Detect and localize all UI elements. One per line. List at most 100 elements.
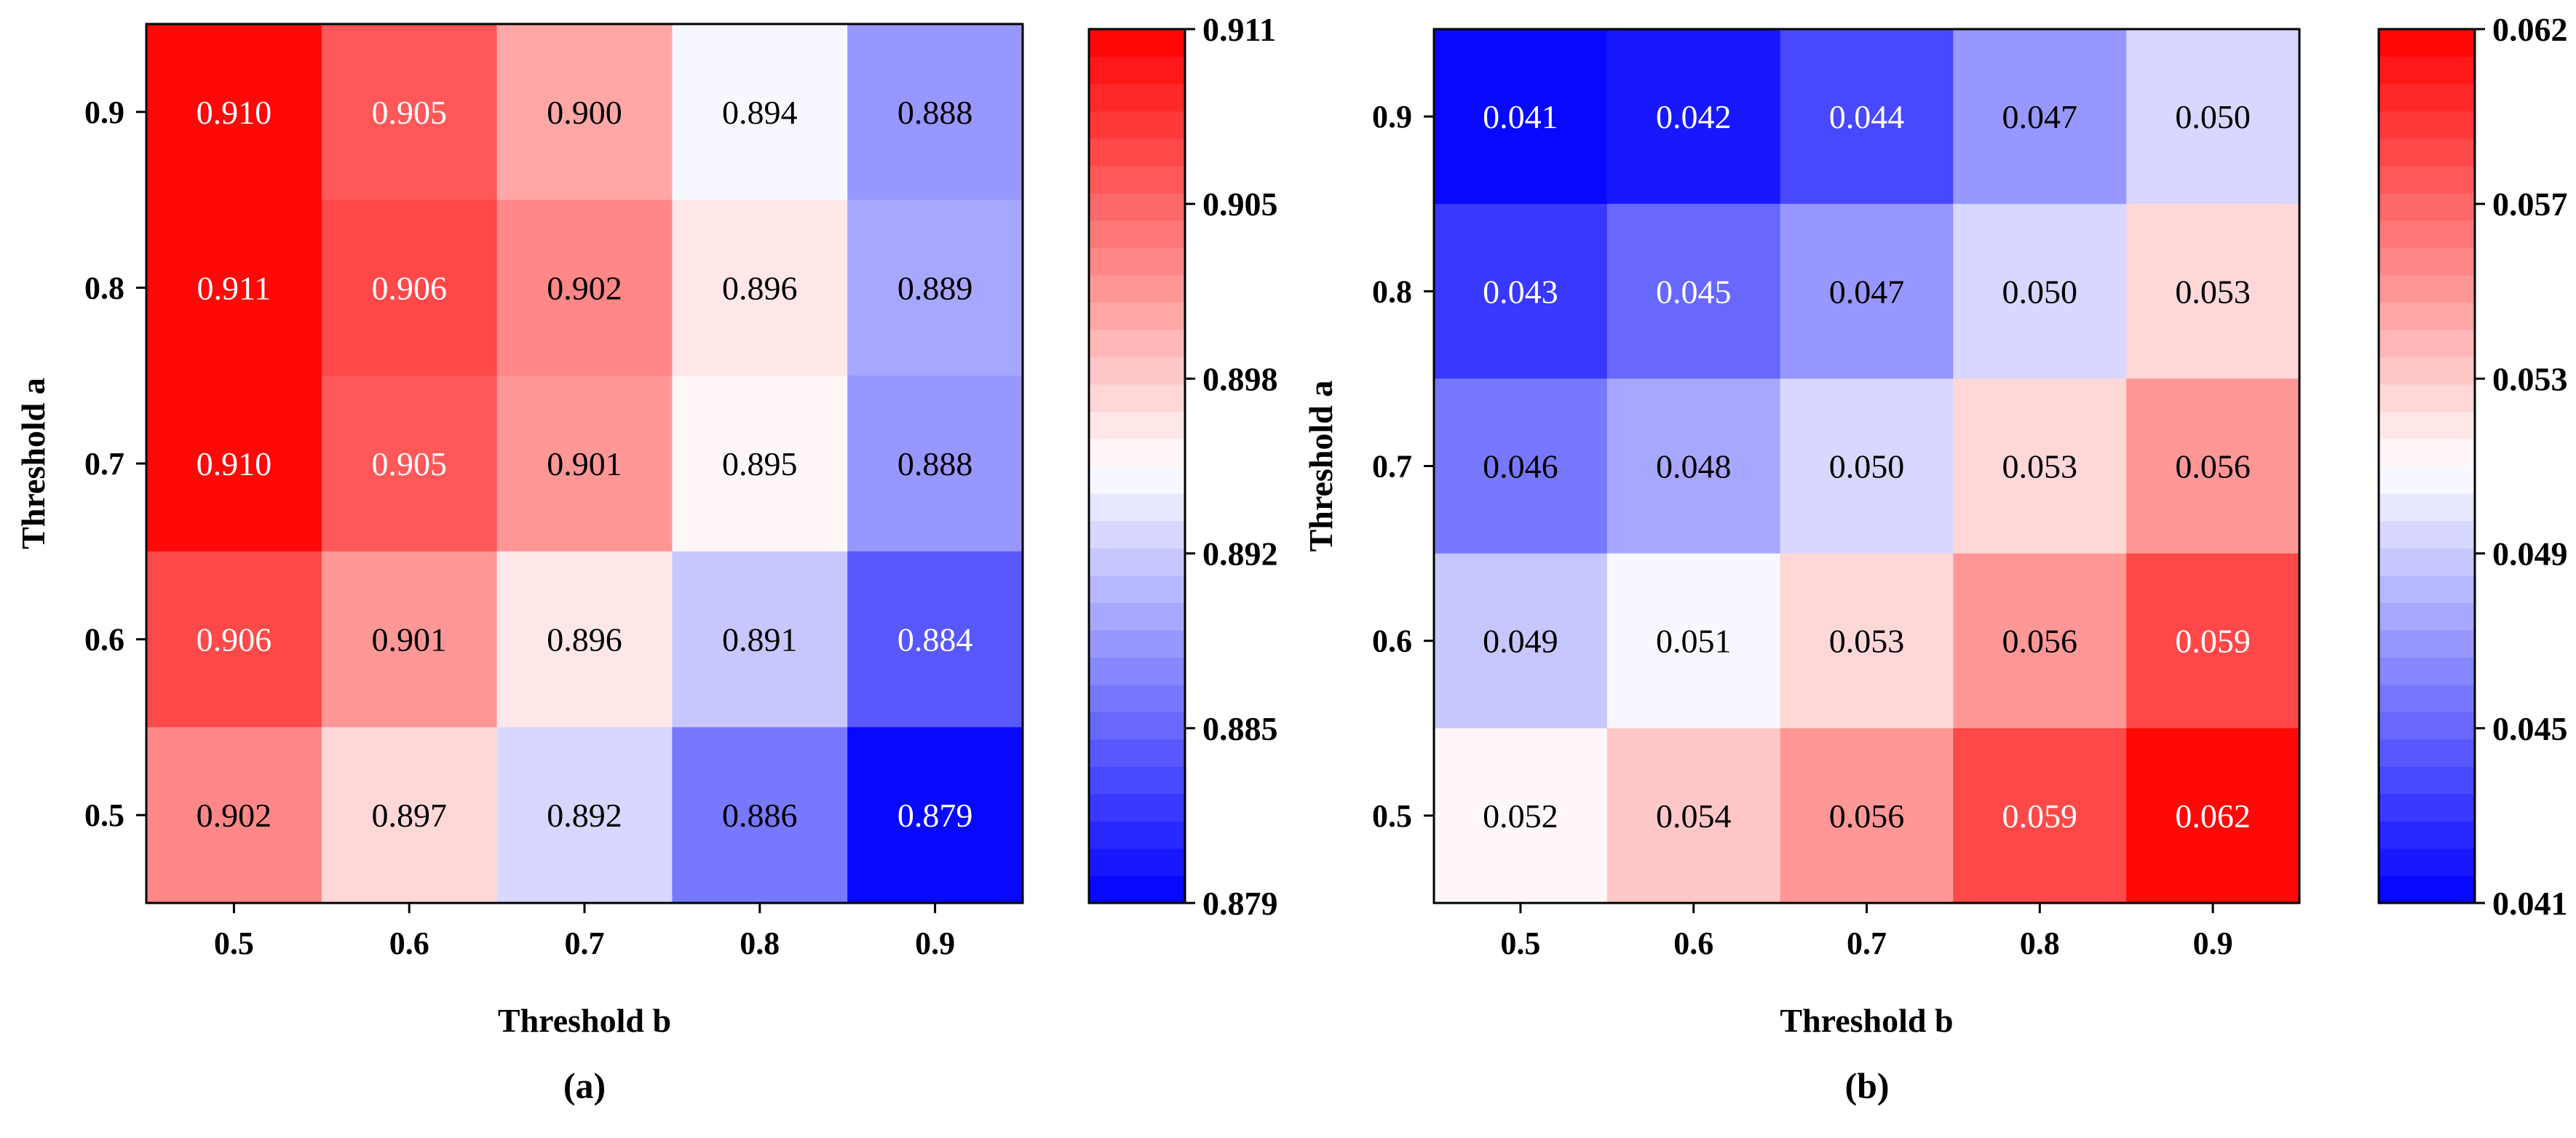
colorbar-band bbox=[2379, 602, 2475, 631]
x-tick-label: 0.7 bbox=[565, 926, 605, 961]
colorbar-band bbox=[1089, 357, 1185, 385]
colorbar-band bbox=[2379, 875, 2475, 904]
heatmap-cell bbox=[496, 551, 673, 728]
x-tick-label: 0.9 bbox=[2193, 926, 2233, 961]
cell-value-label: 0.056 bbox=[1829, 797, 1905, 835]
cell-value-label: 0.054 bbox=[1656, 797, 1732, 835]
colorbar-band bbox=[1089, 575, 1185, 603]
x-tick-label: 0.9 bbox=[915, 926, 955, 961]
heatmap-cell-labels: 0.910 0.905 0.900 0.894 0.888 0.911 0.906 0.902… bbox=[197, 94, 973, 834]
heatmap-cell bbox=[1953, 553, 2127, 729]
colorbar-band bbox=[2379, 84, 2475, 112]
cell-value-label: 0.051 bbox=[1656, 623, 1732, 660]
y-tick-label: 0.8 bbox=[84, 270, 124, 306]
colorbar-band bbox=[2379, 383, 2475, 413]
cell-value-label: 0.896 bbox=[547, 621, 622, 658]
colorbar-band bbox=[2379, 848, 2475, 877]
y-tick-label: 0.5 bbox=[1372, 798, 1412, 834]
heatmap-cells bbox=[146, 24, 1023, 904]
heatmap-cell bbox=[1953, 204, 2127, 379]
cell-value-label: 0.896 bbox=[722, 269, 798, 306]
heatmap-cell bbox=[1780, 29, 1954, 204]
heatmap-cell bbox=[146, 551, 322, 728]
colorbar-band bbox=[1089, 848, 1185, 877]
colorbar-band bbox=[1089, 739, 1185, 767]
x-tick-label: 0.7 bbox=[1847, 926, 1887, 961]
y-tick-label: 0.9 bbox=[84, 95, 124, 130]
y-tick-label: 0.6 bbox=[84, 622, 124, 658]
colorbar-tick-label: 0.879 bbox=[1202, 885, 1278, 922]
cell-value-label: 0.056 bbox=[2002, 623, 2078, 660]
heatmap-cell bbox=[496, 727, 673, 904]
heatmap-cell bbox=[1606, 553, 1781, 729]
colorbar-band bbox=[2379, 329, 2475, 357]
colorbar-band bbox=[2379, 629, 2475, 658]
heatmap-cell bbox=[146, 199, 322, 376]
colorbar-band bbox=[1089, 793, 1185, 822]
heatmap-cell bbox=[321, 24, 498, 201]
colorbar-tick-label: 0.053 bbox=[2492, 360, 2568, 397]
heatmap-cell bbox=[847, 727, 1023, 904]
cell-value-label: 0.900 bbox=[547, 94, 622, 131]
heatmap-cell bbox=[2126, 204, 2300, 379]
heatmap-cell bbox=[321, 727, 498, 904]
heatmap-cell bbox=[321, 375, 498, 552]
cell-value-label: 0.888 bbox=[897, 94, 973, 131]
colorbar-band bbox=[2379, 220, 2475, 248]
cell-value-label: 0.895 bbox=[722, 445, 798, 482]
cell-value-label: 0.894 bbox=[722, 94, 798, 131]
heatmap-cell bbox=[146, 727, 322, 904]
colorbar-band bbox=[1089, 193, 1185, 221]
colorbar-band bbox=[1089, 220, 1185, 248]
colorbar-band bbox=[1089, 684, 1185, 712]
colorbar-frame bbox=[1087, 28, 1186, 904]
cell-value-label: 0.888 bbox=[897, 445, 973, 482]
heatmap-cell bbox=[1434, 728, 1608, 904]
colorbar-band bbox=[2379, 56, 2475, 84]
cell-value-label: 0.053 bbox=[2002, 448, 2078, 485]
heatmap-cell bbox=[1780, 204, 1954, 379]
colorbar-band bbox=[1089, 247, 1185, 276]
colorbar: 0.911 0.905 0.898 0.892 0.885 0.879 bbox=[1087, 11, 1278, 922]
x-tick-label: 0.6 bbox=[389, 926, 429, 961]
colorbar-bands bbox=[2379, 29, 2475, 904]
heatmap-cell bbox=[1434, 29, 1608, 204]
y-tick-label: 0.8 bbox=[1372, 274, 1412, 309]
colorbar-band bbox=[2379, 357, 2475, 385]
colorbar-band bbox=[2379, 138, 2475, 167]
cell-value-label: 0.911 bbox=[197, 269, 272, 306]
colorbar-band bbox=[1089, 438, 1185, 467]
colorbar-tick-label: 0.911 bbox=[1202, 11, 1276, 48]
cell-value-label: 0.891 bbox=[722, 621, 798, 658]
colorbar-band bbox=[1089, 766, 1185, 795]
cell-value-label: 0.053 bbox=[1829, 623, 1905, 660]
cell-value-label: 0.050 bbox=[2002, 273, 2078, 310]
colorbar-band bbox=[2379, 766, 2475, 795]
colorbar-band bbox=[1089, 875, 1185, 904]
colorbar-band bbox=[2379, 793, 2475, 822]
cell-value-label: 0.047 bbox=[1829, 273, 1905, 310]
cell-value-label: 0.910 bbox=[197, 445, 272, 482]
cell-value-label: 0.910 bbox=[197, 94, 272, 131]
heatmap-cell bbox=[1434, 553, 1608, 729]
colorbar-band bbox=[2379, 29, 2475, 57]
heatmap-cell bbox=[1953, 29, 2127, 204]
cell-value-label: 0.897 bbox=[371, 797, 447, 834]
colorbar-band bbox=[1089, 165, 1185, 194]
colorbar-tick-label: 0.045 bbox=[2492, 710, 2568, 747]
cell-value-label: 0.902 bbox=[197, 797, 272, 834]
cell-value-label: 0.056 bbox=[2175, 448, 2251, 485]
x-axis-ticks: 0.5 0.6 0.7 0.8 0.9 bbox=[214, 903, 955, 961]
colorbar-band bbox=[2379, 575, 2475, 603]
x-tick-label: 0.5 bbox=[1500, 926, 1540, 961]
cell-value-label: 0.879 bbox=[897, 797, 973, 834]
heatmap-cell bbox=[1434, 378, 1608, 554]
cell-value-label: 0.047 bbox=[2002, 98, 2078, 135]
colorbar-band bbox=[1089, 602, 1185, 631]
colorbar-band bbox=[1089, 548, 1185, 576]
cell-value-label: 0.041 bbox=[1483, 98, 1558, 135]
heatmap-panel-b: 0.041 0.042 0.044 0.047 0.050 0.043 0.045 0.047… bbox=[1302, 11, 2568, 1106]
cell-value-label: 0.902 bbox=[547, 269, 622, 306]
heatmap-cell bbox=[146, 24, 322, 201]
